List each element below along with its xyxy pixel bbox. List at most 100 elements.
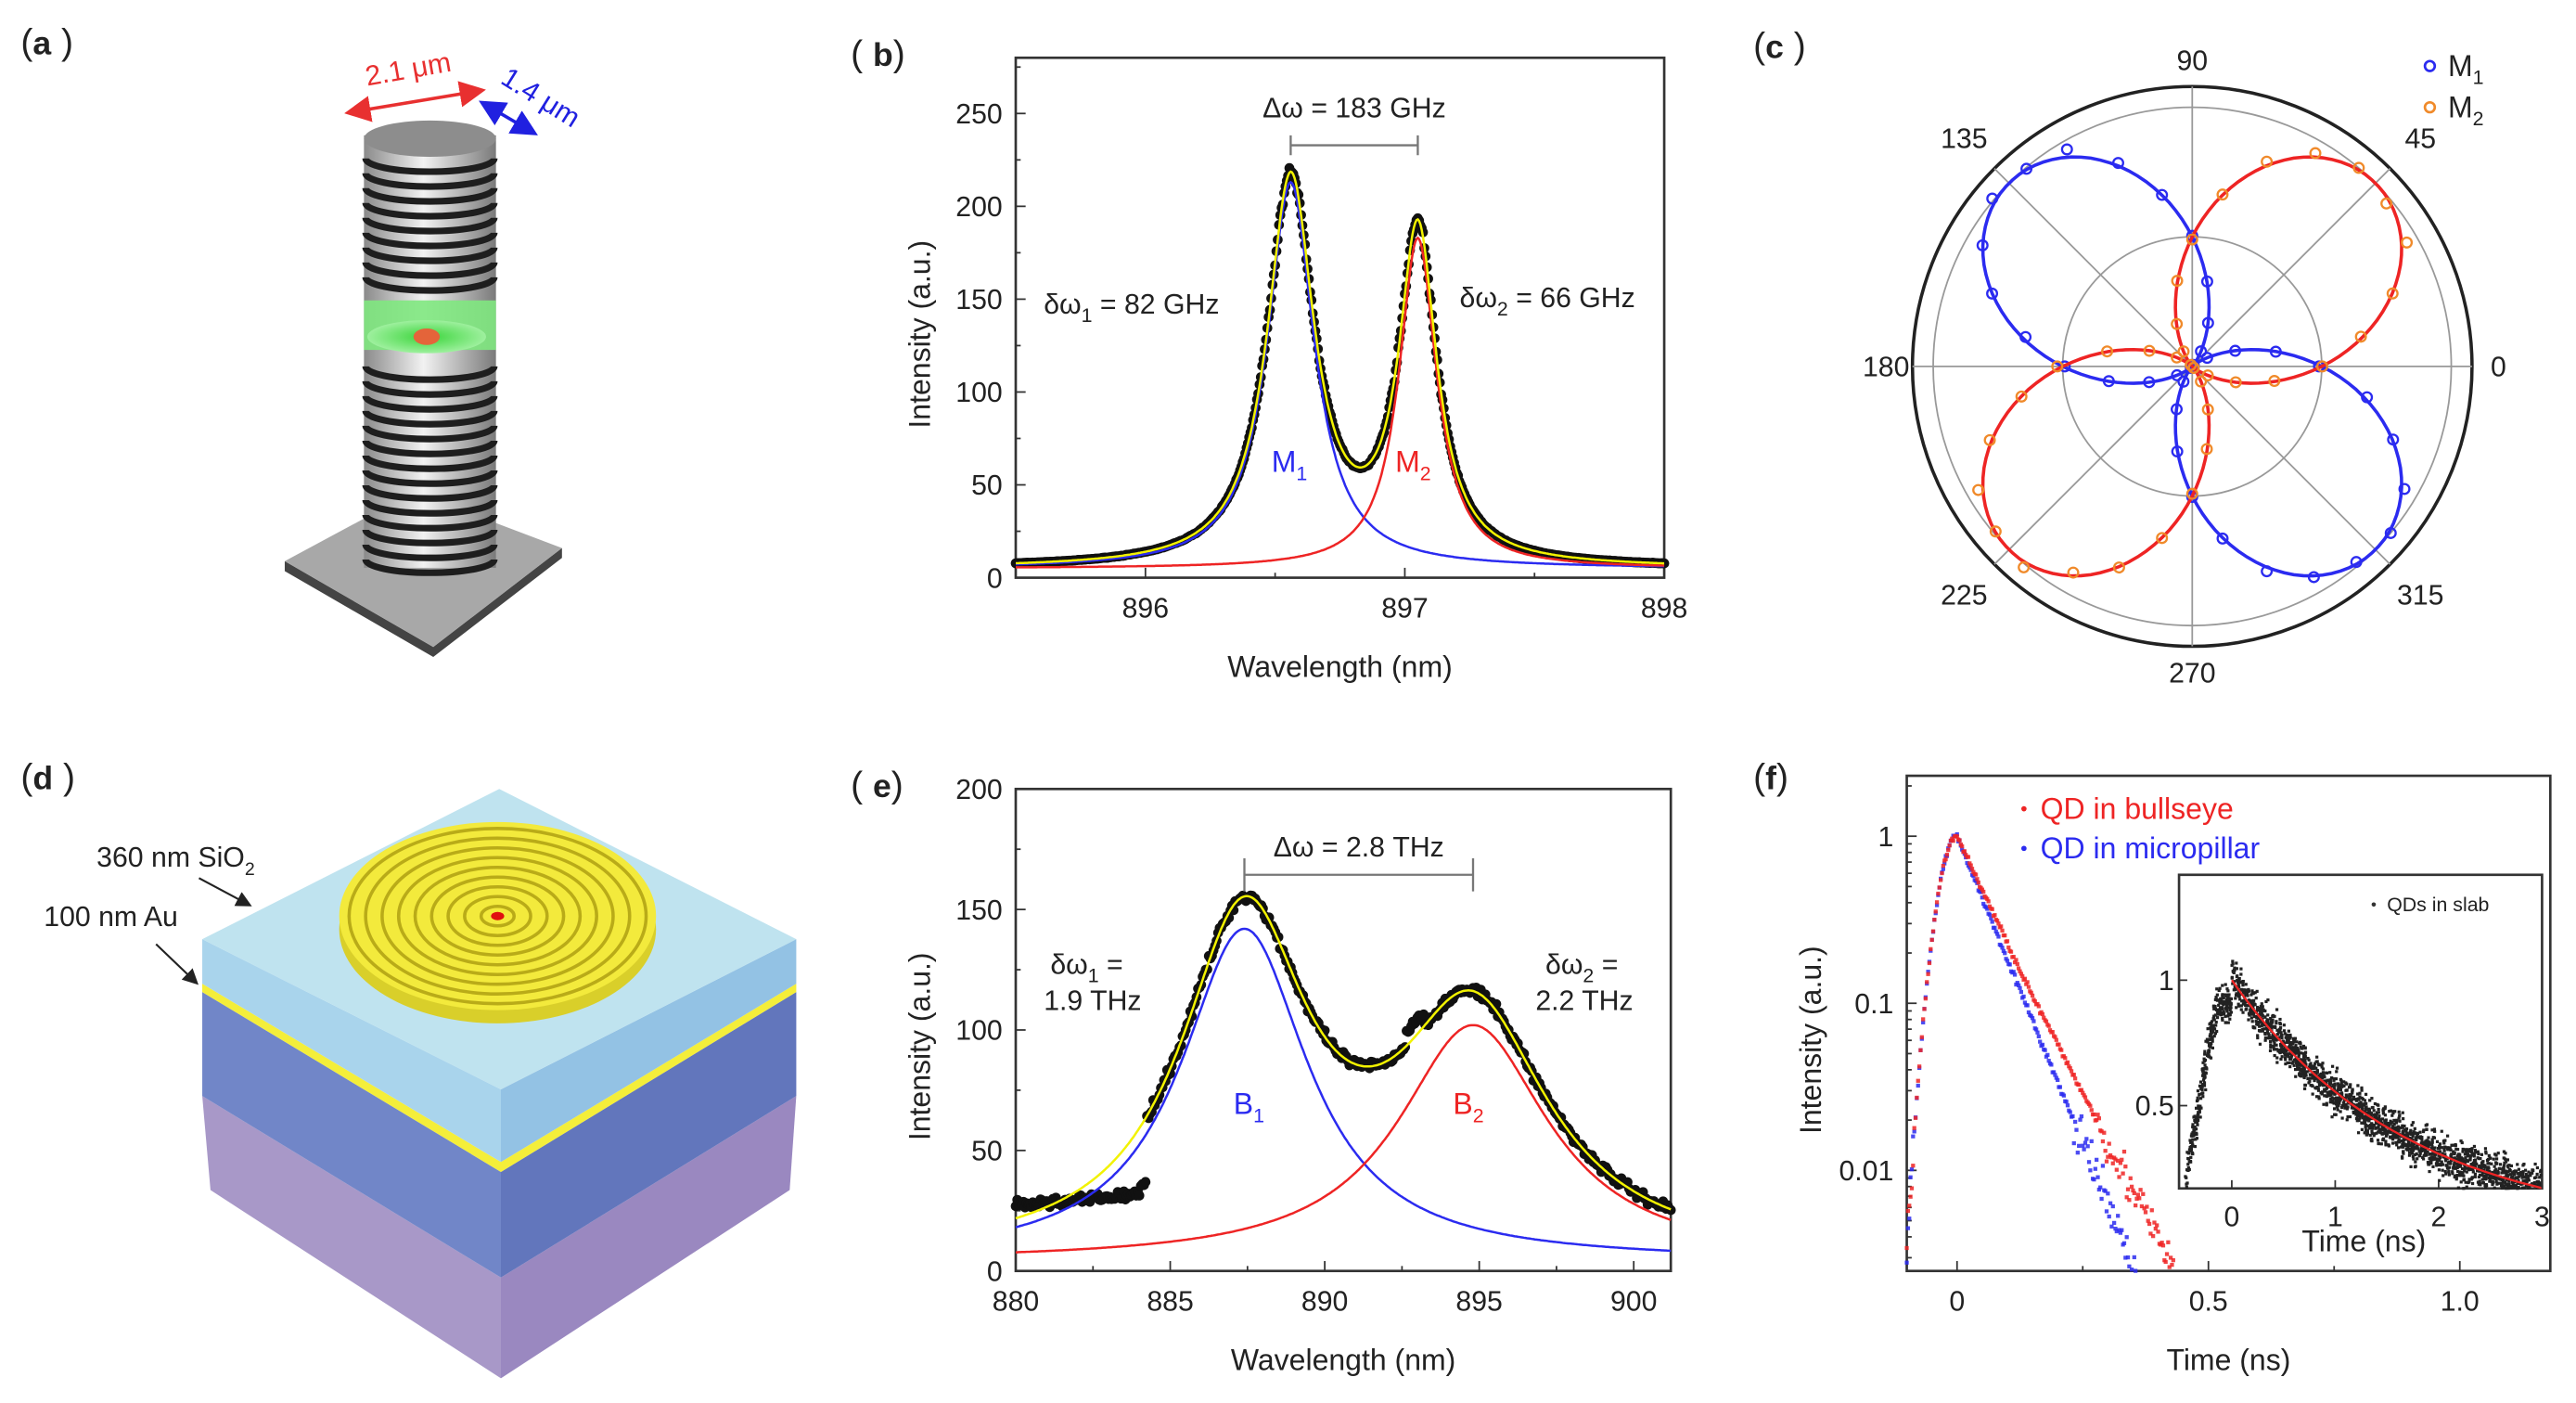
inset-data-point [2374, 1120, 2378, 1125]
inset-data-point [2217, 1008, 2221, 1011]
inset-data-point [2270, 1026, 2274, 1030]
data-point [2005, 939, 2010, 944]
polar-data-point-M1 [2171, 403, 2183, 416]
inset-data-point [2390, 1136, 2394, 1139]
polar-data-point-M1 [2307, 571, 2320, 584]
inset-data-point [2384, 1139, 2388, 1143]
inset-data-point [2520, 1176, 2524, 1179]
inset-data-point [2203, 1063, 2207, 1067]
inset-data-point [2462, 1178, 2467, 1181]
data-point [2153, 1226, 2158, 1231]
inset-data-point [2527, 1174, 2531, 1178]
inset-data-point [2481, 1160, 2485, 1164]
inset-data-point [2410, 1142, 2414, 1146]
inset-data-point [2370, 1122, 2374, 1126]
data-point [2089, 1139, 2094, 1144]
svg-text:(f): (f) [1753, 757, 1788, 797]
inset-data-point [2275, 1038, 2278, 1042]
inset-data-point [2413, 1147, 2416, 1151]
inset-data-point [2229, 1010, 2233, 1014]
inset-data-point [2332, 1077, 2337, 1081]
inset-data-point [2357, 1118, 2361, 1122]
inset-data-point [2253, 1026, 2257, 1030]
inset-data-point [2293, 1036, 2298, 1040]
data-point [1975, 877, 1980, 882]
inset-data-point [2330, 1115, 2334, 1119]
polar-data-point-M2 [2015, 390, 2028, 403]
inset-data-point [2240, 999, 2244, 1003]
linewidth-M2-annotation: δω2 = 66 GHz [1459, 283, 1634, 320]
inset-data-point [2323, 1089, 2326, 1093]
inset-data-point [2448, 1147, 2452, 1151]
inset-data-point [2339, 1088, 2343, 1092]
y-tick-label: 0 [987, 1256, 1003, 1287]
data-point [2075, 1151, 2080, 1155]
inset-data-point [2407, 1153, 2412, 1157]
inset-data-point [2282, 1029, 2287, 1033]
inset-data-point [2473, 1172, 2478, 1176]
data-point [2116, 1158, 2121, 1164]
inset-data-point [2373, 1101, 2377, 1106]
inset-data-point [2508, 1185, 2512, 1189]
inset-data-point [2356, 1108, 2360, 1112]
inset-data-point [2427, 1163, 2431, 1166]
inset-data-point [2461, 1147, 2465, 1152]
inset-data-point [2464, 1156, 2467, 1160]
svg-text:(c ): (c ) [1753, 26, 1806, 66]
inset-data-point [2364, 1114, 2367, 1118]
inset-data-point [2212, 1014, 2216, 1018]
inset-data-point [2282, 1051, 2287, 1055]
inset-data-point [2418, 1130, 2422, 1134]
data-point [2109, 1155, 2114, 1160]
panel-label-e: ( e) [851, 766, 904, 805]
inset-data-point [2382, 1107, 2386, 1111]
data-point [1907, 1203, 1912, 1208]
x-tick-label: 897 [1381, 593, 1428, 624]
data-point [1929, 937, 1934, 943]
inset-data-point [2336, 1108, 2339, 1112]
inset-data-point [2284, 1062, 2288, 1066]
inset-data-point [2393, 1110, 2397, 1113]
inset-data-point [2524, 1180, 2528, 1184]
inset-data-point [2394, 1126, 2398, 1129]
inset-data-point [2185, 1176, 2188, 1179]
inset-data-point [2324, 1094, 2327, 1098]
inset-data-point [2360, 1096, 2364, 1100]
dbr-layer [362, 262, 498, 279]
data-point [2086, 1160, 2092, 1165]
data-point [1976, 880, 1980, 885]
inset-data-point [2532, 1180, 2536, 1185]
inset-data-point [2329, 1098, 2333, 1101]
inset-data-point [2506, 1187, 2510, 1191]
inset-data-point [2389, 1119, 2392, 1123]
inset-data-point [2194, 1127, 2198, 1131]
inset-data-point [2328, 1101, 2332, 1104]
data-point [2124, 1235, 2129, 1240]
y-axis-label: Intensity (a.u.) [1794, 946, 1827, 1134]
inset-data-point [2321, 1062, 2325, 1065]
substrate-left [202, 1096, 502, 1379]
inset-data-point [2377, 1103, 2380, 1107]
inset-data-point [2465, 1185, 2468, 1189]
inset-data-point [2221, 996, 2225, 1000]
x-axis-label: Wavelength (nm) [1227, 650, 1452, 683]
inset-data-point [2441, 1152, 2444, 1155]
inset-data-point [2313, 1070, 2316, 1075]
data-point [2116, 1214, 2121, 1218]
inset-frame [2177, 873, 2544, 1191]
inset-data-point [2273, 1054, 2276, 1058]
inset-data-point [2221, 994, 2224, 998]
inset-data-point [2451, 1170, 2454, 1174]
inset-data-point [2394, 1121, 2399, 1125]
inset-data-point [2340, 1092, 2344, 1097]
inset-data-point [2305, 1070, 2309, 1074]
inset-data-point [2275, 1008, 2279, 1011]
series-micropillar [1904, 831, 2138, 1273]
data-point [2000, 946, 2005, 950]
inset-data-point [2435, 1157, 2439, 1161]
inset-data-point [2247, 998, 2251, 1002]
inset-data-point [2211, 1026, 2215, 1030]
data-point [1989, 916, 1993, 920]
inset-data-point [2267, 1023, 2271, 1027]
